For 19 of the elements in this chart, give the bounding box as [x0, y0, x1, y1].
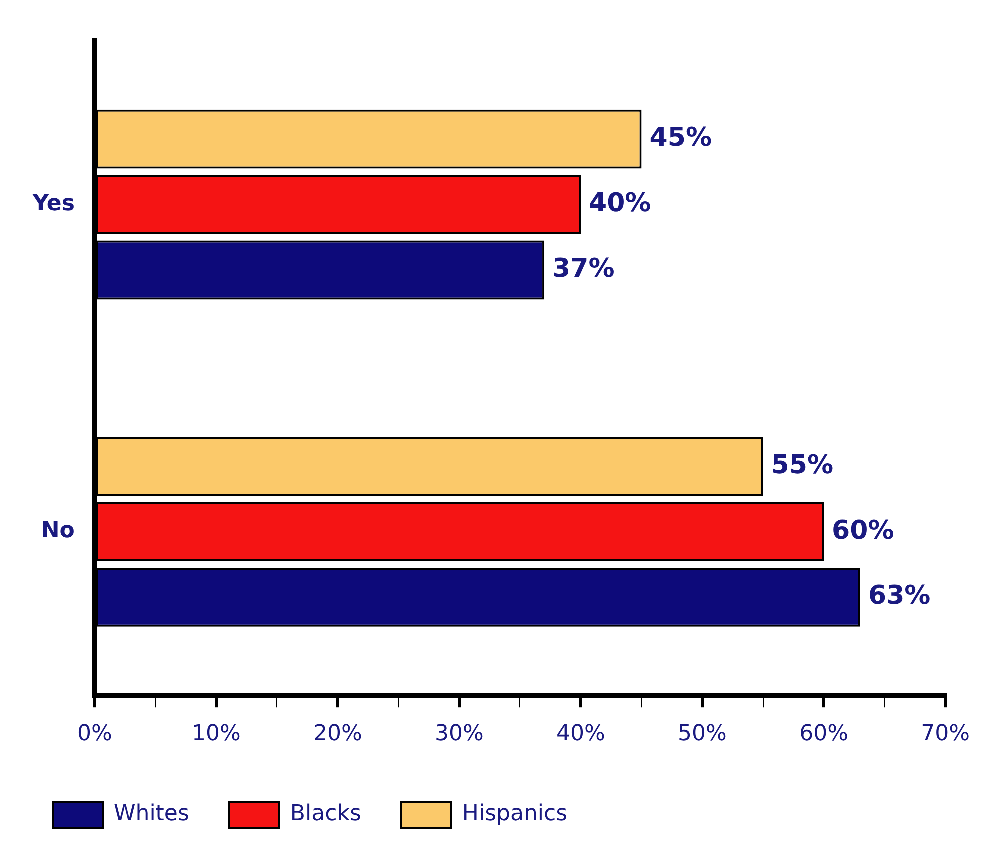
data-label: 55%	[771, 450, 834, 480]
data-label: 37%	[552, 254, 615, 284]
legend-label: Hispanics	[462, 802, 568, 827]
legend-label: Blacks	[290, 802, 362, 827]
data-label: 40%	[589, 188, 652, 219]
legend-label: Whites	[114, 802, 190, 827]
data-label: 63%	[868, 581, 931, 612]
data-label: 45%	[650, 123, 712, 154]
y-tick-label: No	[41, 518, 75, 544]
x-tick-label: 40%	[556, 722, 606, 747]
x-tick-label: 60%	[800, 722, 848, 747]
x-tick-label: 30%	[435, 722, 484, 747]
x-tick-label: 50%	[678, 722, 727, 747]
x-tick-label: 70%	[921, 722, 970, 747]
data-label: 60%	[832, 516, 894, 546]
x-tick-label: 0%	[77, 722, 112, 747]
x-tick-label: 20%	[314, 722, 362, 747]
x-tick-label: 10%	[192, 722, 241, 747]
y-tick-label: Yes	[32, 192, 75, 217]
